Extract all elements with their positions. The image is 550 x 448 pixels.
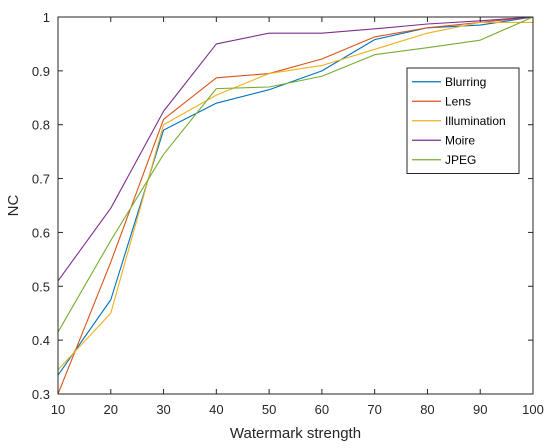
y-axis-label: NC bbox=[5, 195, 22, 217]
x-tick-label: 100 bbox=[522, 402, 544, 417]
y-tick-label: 0.7 bbox=[32, 172, 50, 187]
plot-frame bbox=[57, 16, 534, 395]
y-tick-label: 0.5 bbox=[32, 279, 50, 294]
x-tick-label: 20 bbox=[104, 402, 118, 417]
x-tick-label: 90 bbox=[473, 402, 487, 417]
x-axis-ticks: 10 20 30 40 50 60 70 80 90 100 bbox=[51, 17, 544, 417]
x-tick-label: 10 bbox=[51, 402, 65, 417]
y-axis-ticks: 0.3 0.4 0.5 0.6 0.7 0.8 0.9 1 bbox=[32, 10, 533, 402]
legend-label-jpeg: JPEG bbox=[445, 153, 476, 167]
y-tick-label: 0.4 bbox=[32, 333, 50, 348]
x-tick-label: 70 bbox=[367, 402, 381, 417]
x-tick-label: 80 bbox=[420, 402, 434, 417]
series-line-moire bbox=[57, 16, 534, 282]
legend-label-moire: Moire bbox=[445, 133, 475, 147]
legend: Blurring Lens Illumination Moire JPEG bbox=[406, 67, 520, 174]
y-tick-label: 0.6 bbox=[32, 225, 50, 240]
y-tick-label: 1 bbox=[43, 10, 50, 25]
y-tick-label: 0.3 bbox=[32, 387, 50, 402]
x-tick-label: 50 bbox=[262, 402, 276, 417]
plot-lines bbox=[57, 16, 534, 395]
series-line-illumination bbox=[57, 21, 533, 371]
x-axis-label: Watermark strength bbox=[230, 425, 361, 442]
y-tick-label: 0.8 bbox=[32, 118, 50, 133]
x-tick-label: 30 bbox=[156, 402, 170, 417]
series-line-lens bbox=[57, 16, 534, 395]
legend-label-blurring: Blurring bbox=[445, 75, 486, 89]
x-tick-label: 60 bbox=[315, 402, 329, 417]
x-tick-label: 40 bbox=[209, 402, 223, 417]
legend-label-lens: Lens bbox=[445, 94, 471, 108]
y-tick-label: 0.9 bbox=[32, 64, 50, 79]
legend-label-illumination: Illumination bbox=[445, 114, 506, 128]
series-line-jpeg bbox=[57, 16, 534, 333]
series-line-blurring bbox=[57, 16, 534, 376]
